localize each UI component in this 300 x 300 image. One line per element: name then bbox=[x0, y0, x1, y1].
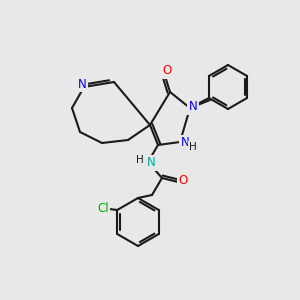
Text: O: O bbox=[178, 173, 188, 187]
Text: O: O bbox=[162, 64, 172, 77]
Text: H: H bbox=[189, 142, 197, 152]
Text: N: N bbox=[78, 77, 86, 91]
Text: N: N bbox=[189, 100, 197, 113]
Text: N: N bbox=[147, 157, 155, 169]
Text: N: N bbox=[181, 136, 189, 149]
Text: Cl: Cl bbox=[98, 202, 109, 214]
Text: H: H bbox=[136, 155, 144, 165]
